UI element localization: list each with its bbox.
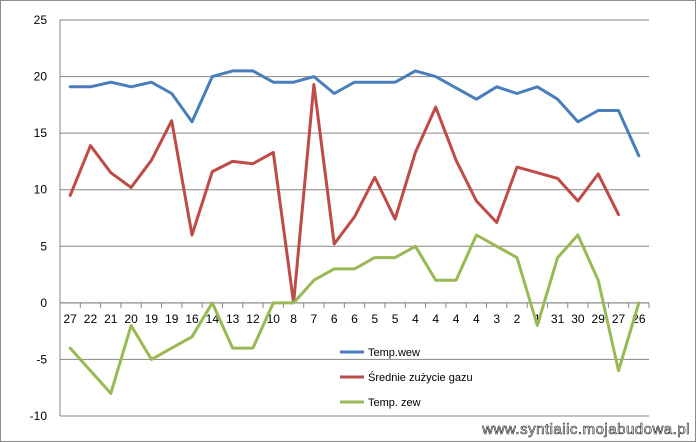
x-tick-label: 7 <box>311 312 318 326</box>
x-tick-label: 4 <box>453 312 460 326</box>
y-tick-label: 15 <box>34 126 48 140</box>
x-tick-label: 6 <box>351 312 358 326</box>
x-tick-label: 14 <box>206 312 220 326</box>
x-tick-label: 27 <box>63 312 77 326</box>
x-tick-label: 19 <box>145 312 159 326</box>
x-tick-label: 10 <box>267 312 281 326</box>
x-tick-label: 13 <box>226 312 240 326</box>
y-tick-label: -5 <box>36 352 47 366</box>
x-tick-label: 5 <box>392 312 399 326</box>
x-tick-label: 27 <box>612 312 626 326</box>
legend-entry-1: Temp.wew <box>368 347 420 359</box>
y-tick-label: 25 <box>34 13 48 27</box>
series-line-1 <box>68 69 641 158</box>
x-tick-label: 5 <box>371 312 378 326</box>
x-tick-label: 6 <box>331 312 338 326</box>
x-tick-label: 29 <box>592 312 606 326</box>
y-tick-label: 10 <box>34 183 48 197</box>
x-tick-label: 12 <box>246 312 260 326</box>
series-line-2 <box>68 83 620 305</box>
x-tick-label: 21 <box>104 312 118 326</box>
legend-entry-2: Średnie zużycie gazu <box>368 371 473 384</box>
y-tick-label: 5 <box>40 239 47 253</box>
legend-entry-3: Temp. zew <box>368 397 421 409</box>
x-tick-label: 19 <box>165 312 179 326</box>
series-line-3 <box>68 233 641 395</box>
x-tick-label: 8 <box>290 312 297 326</box>
x-tick-label: 3 <box>493 312 500 326</box>
x-tick-label: 4 <box>412 312 419 326</box>
x-tick-label: 20 <box>124 312 138 326</box>
x-tick-label: 16 <box>185 312 199 326</box>
x-tick-label: 2 <box>514 312 521 326</box>
y-tick-label: 0 <box>40 296 47 310</box>
x-tick-label: 31 <box>551 312 565 326</box>
y-tick-label: 20 <box>34 70 48 84</box>
x-tick-label: 1 <box>534 312 541 326</box>
x-tick-label: 30 <box>571 312 585 326</box>
y-tick-label: -10 <box>30 409 48 423</box>
x-tick-label: 22 <box>84 312 98 326</box>
x-tick-label: 4 <box>432 312 439 326</box>
x-tick-label: 4 <box>473 312 480 326</box>
watermark: www.syntiaiic.mojabudowa.pl <box>482 421 690 439</box>
